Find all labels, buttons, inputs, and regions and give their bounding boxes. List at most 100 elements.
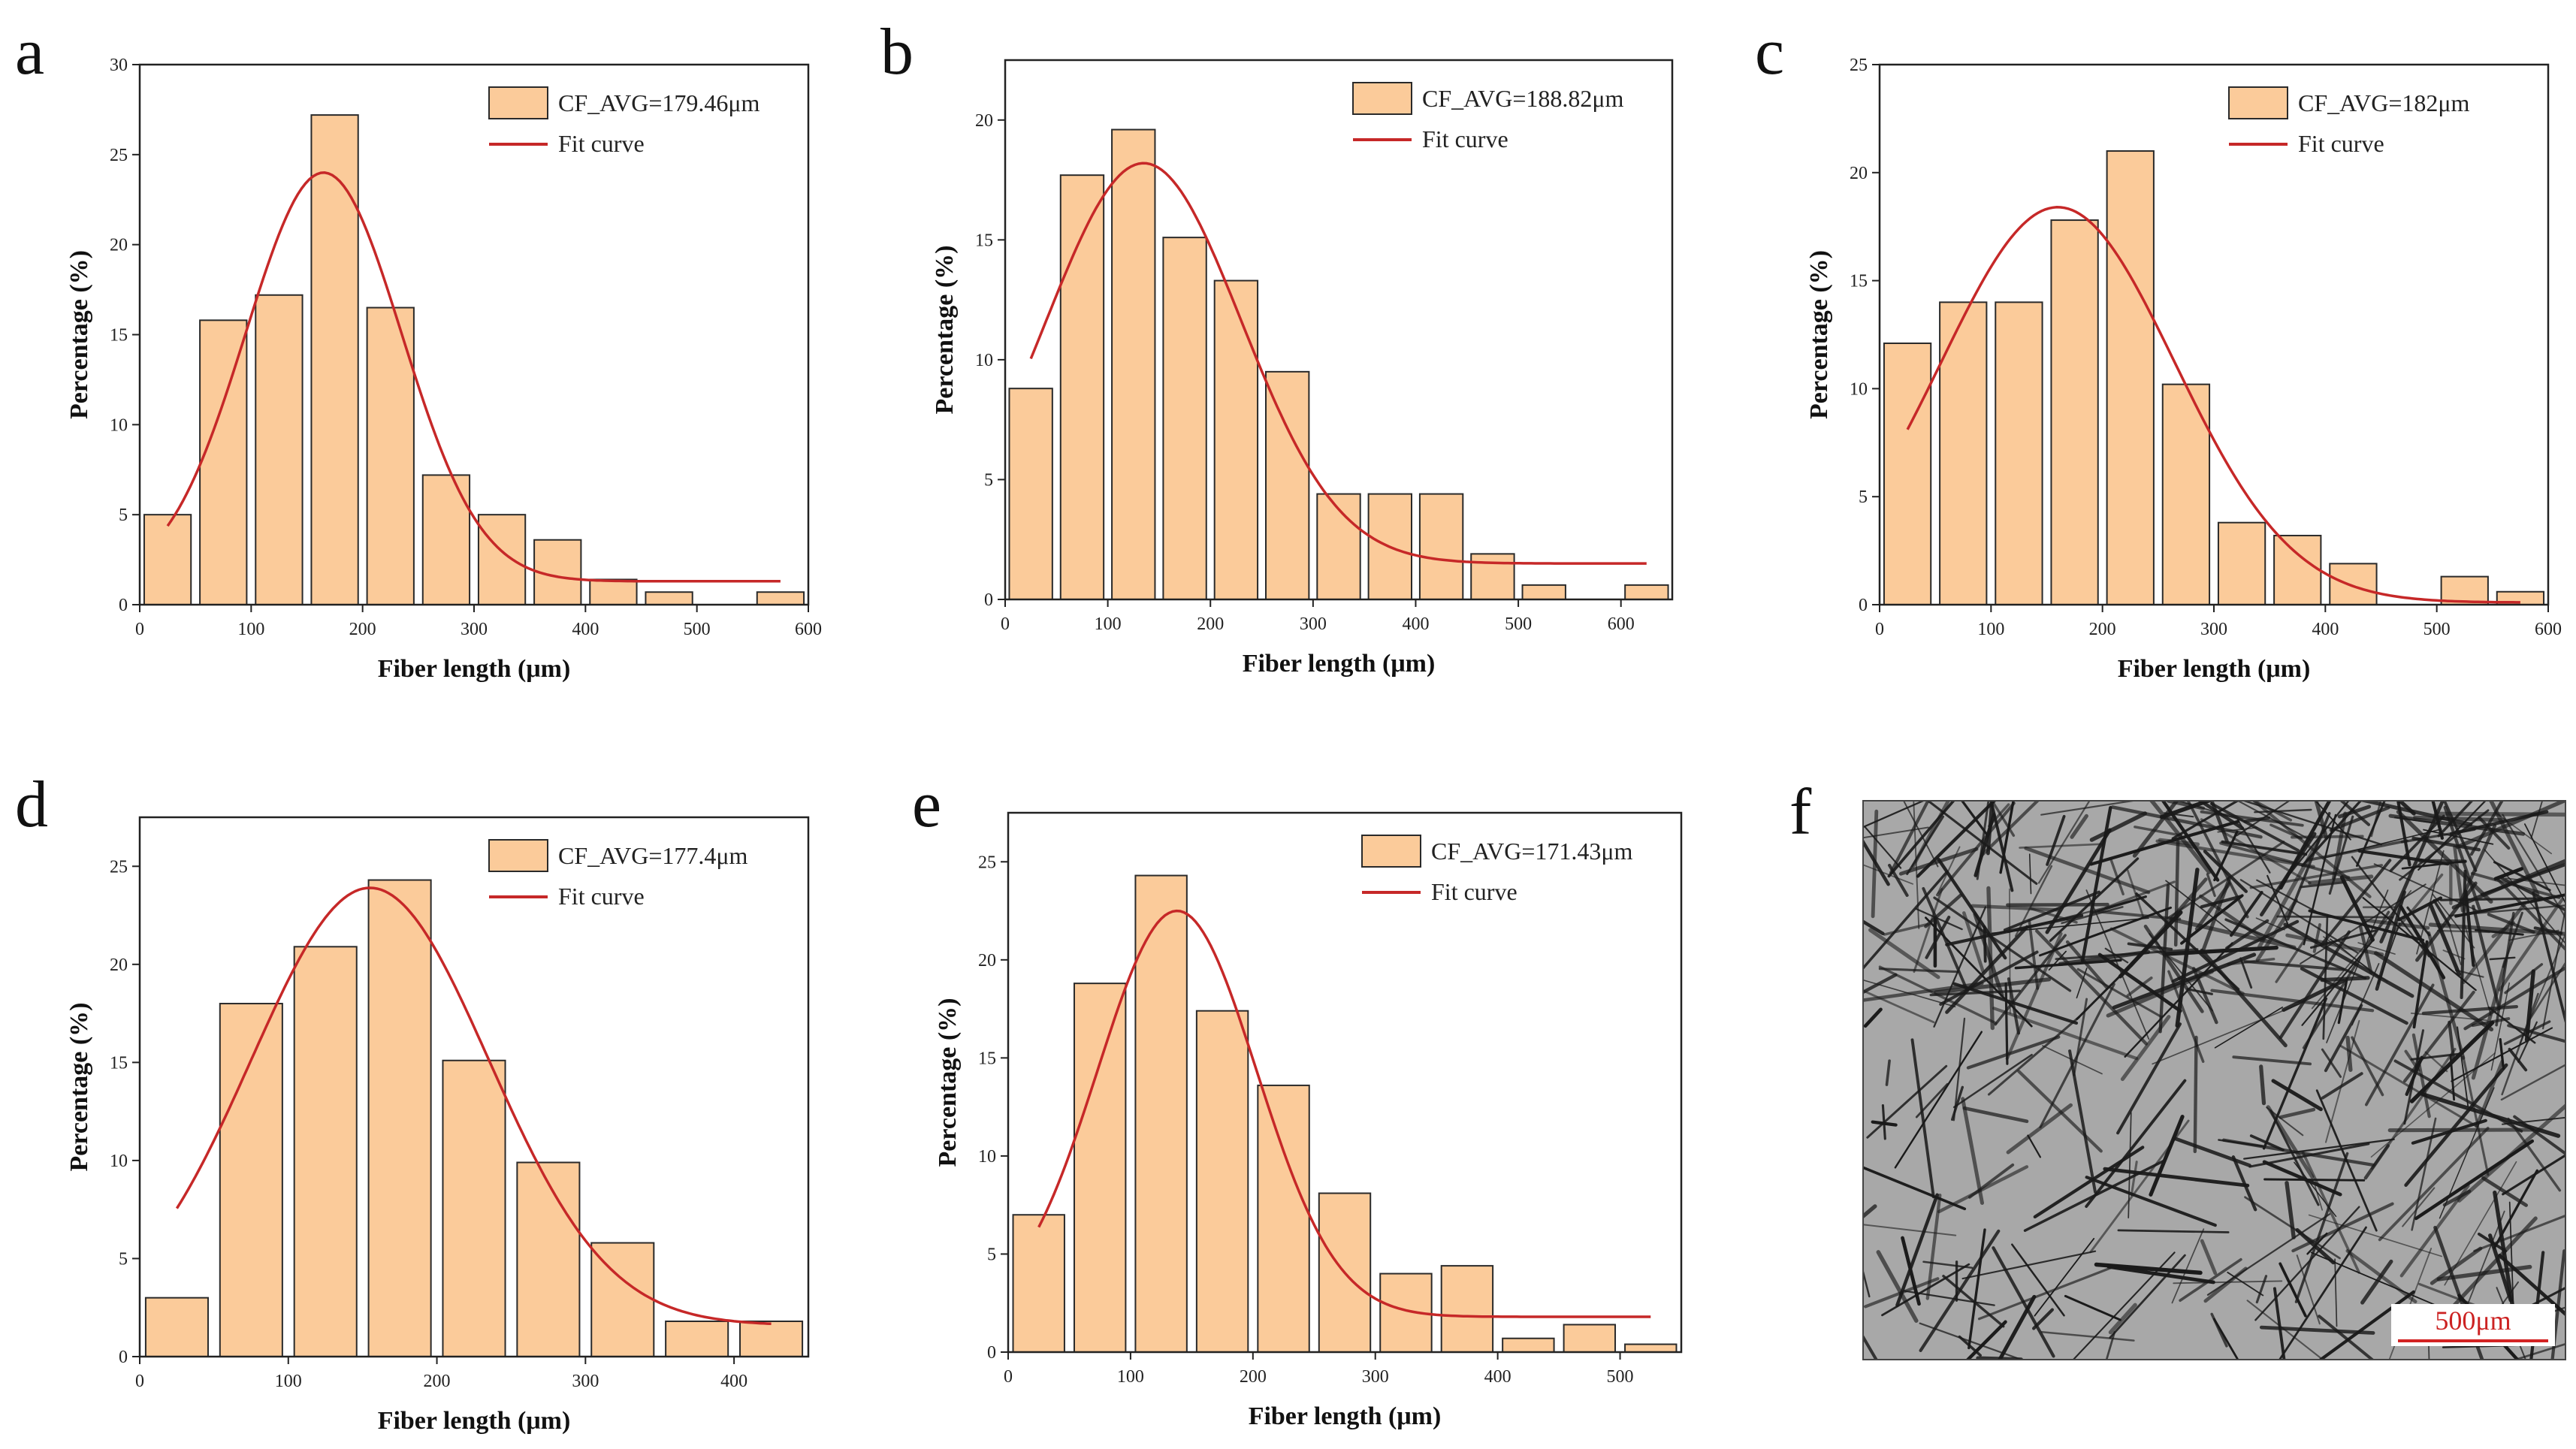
fiber <box>2469 801 2504 856</box>
fiber <box>2200 818 2312 885</box>
fiber <box>2427 931 2466 1060</box>
fiber <box>2462 916 2492 1016</box>
y-tick-label: 15 <box>110 1053 128 1073</box>
fiber <box>2320 976 2370 983</box>
fiber <box>2034 929 2149 1046</box>
fiber <box>2388 814 2526 836</box>
fiber <box>1945 913 2084 946</box>
fiber <box>1983 925 1987 963</box>
y-tick-label: 25 <box>978 853 996 872</box>
panel-letter: b <box>880 16 914 89</box>
fiber <box>2256 879 2322 915</box>
fiber <box>2387 1128 2535 1133</box>
fiber <box>1937 857 2007 960</box>
x-tick-label: 100 <box>275 1372 302 1391</box>
fiber <box>2023 1159 2166 1232</box>
histogram-bar <box>1012 1214 1065 1353</box>
fiber <box>2117 1229 2230 1233</box>
x-tick-label: 500 <box>2423 620 2451 639</box>
y-tick-label: 0 <box>119 1348 128 1367</box>
fiber <box>1965 1320 2007 1360</box>
histogram-bar <box>589 578 638 605</box>
y-tick-label: 5 <box>987 1245 996 1264</box>
fiber <box>2442 949 2466 960</box>
fiber <box>1945 925 2029 1014</box>
panel-letter: a <box>15 16 44 89</box>
fiber <box>2143 925 2204 1013</box>
fiber <box>1910 1038 1935 1199</box>
y-axis-title: Percentage (%) <box>65 250 93 419</box>
fiber <box>2206 873 2216 898</box>
fiber <box>2269 823 2303 840</box>
fiber <box>2360 1259 2393 1305</box>
fiber <box>1863 973 1898 995</box>
x-tick-label: 400 <box>720 1372 747 1391</box>
fiber <box>2259 1064 2266 1106</box>
fiber <box>2024 846 2151 895</box>
fiber <box>1961 1097 1984 1205</box>
fiber <box>1922 886 1968 991</box>
fiber <box>2152 1003 2301 1065</box>
fiber <box>2411 836 2481 852</box>
x-axis-title: Fiber length (μm) <box>378 1407 571 1435</box>
fiber <box>1863 1204 1877 1219</box>
fiber <box>2532 891 2565 1026</box>
fiber <box>2257 829 2327 949</box>
fiber <box>2104 880 2176 910</box>
fiber <box>2495 877 2565 952</box>
micrograph-panel: f 500μm <box>1789 776 2566 1360</box>
x-tick-label: 0 <box>1875 620 1884 639</box>
fiber <box>2502 1154 2565 1196</box>
fiber <box>2094 1262 2203 1275</box>
fiber <box>2076 968 2163 1019</box>
fit-curve-line <box>166 171 781 583</box>
fiber <box>2550 1249 2565 1360</box>
fiber <box>2508 1201 2514 1309</box>
fiber <box>2186 801 2249 919</box>
fiber <box>1863 826 1929 839</box>
histogram-bar <box>1521 584 1566 600</box>
fiber <box>2314 801 2329 841</box>
fiber <box>2175 868 2200 1028</box>
y-tick-label: 0 <box>1859 596 1868 615</box>
x-axis-title: Fiber length (μm) <box>2118 655 2311 683</box>
fiber <box>2005 931 2063 1061</box>
fiber <box>2028 919 2040 990</box>
fiber <box>2128 1112 2132 1218</box>
fiber <box>2172 1137 2251 1167</box>
panel-letter: f <box>1789 776 1812 849</box>
micrograph-border <box>1862 800 2566 1360</box>
histogram-bar <box>1418 493 1464 601</box>
legend-bar-swatch <box>1352 82 1412 115</box>
fiber <box>2314 1185 2323 1211</box>
histogram-bar <box>756 591 805 605</box>
fiber <box>1864 826 1902 869</box>
fiber <box>1919 1322 2024 1360</box>
fiber <box>2203 1266 2248 1303</box>
fiber <box>2200 810 2304 827</box>
y-tick-label: 20 <box>110 955 128 975</box>
fiber <box>2530 801 2544 838</box>
fiber <box>1894 1031 1983 1169</box>
fiber <box>1961 1250 2097 1280</box>
x-tick-label: 600 <box>2535 620 2562 639</box>
fiber <box>2028 853 2032 895</box>
fiber <box>2103 1167 2250 1188</box>
fiber <box>2014 865 2053 937</box>
x-tick-label: 200 <box>2089 620 2116 639</box>
fiber <box>2279 1107 2316 1119</box>
fiber <box>2210 1312 2228 1348</box>
y-tick-label: 5 <box>984 470 993 490</box>
histogram-bar <box>1367 493 1412 601</box>
fiber <box>2243 960 2345 971</box>
fiber <box>2064 1294 2122 1321</box>
fiber <box>2186 988 2213 995</box>
fiber <box>2337 977 2348 1025</box>
fiber <box>2339 1044 2478 1128</box>
chart-panel-d: d 0 100 200 300 400 0 5 10 15 20 25 Fiber length (μm… <box>15 768 810 1435</box>
fiber <box>2415 881 2478 962</box>
fiber <box>2507 1024 2565 1043</box>
fiber <box>2200 1239 2218 1275</box>
fiber <box>2279 930 2351 1040</box>
